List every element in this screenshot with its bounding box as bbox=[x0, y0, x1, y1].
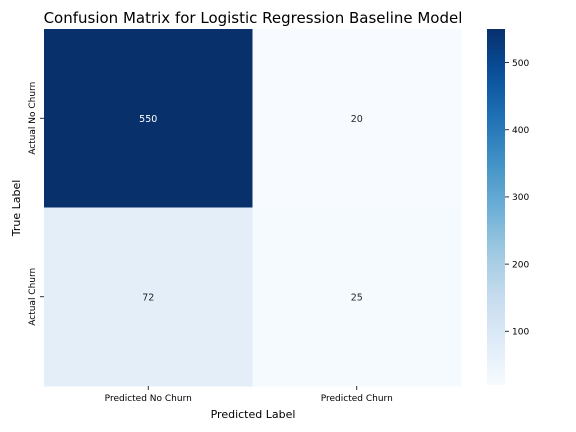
x-tick-label: Predicted Churn bbox=[321, 394, 393, 404]
colorbar-tick-label: 300 bbox=[512, 193, 529, 203]
cell-value-label: 25 bbox=[351, 292, 363, 303]
colorbar: 100 200 300 400 500 bbox=[487, 29, 529, 385]
colorbar-tick-label: 100 bbox=[512, 327, 529, 337]
x-tick-label: Predicted No Churn bbox=[105, 394, 192, 404]
cell-value-label: 72 bbox=[142, 292, 154, 303]
colorbar-tick-label: 400 bbox=[512, 126, 529, 136]
y-axis: Actual No Churn Actual Churn bbox=[28, 82, 44, 326]
heatmap-cell bbox=[252, 29, 462, 208]
colorbar-tick-label: 500 bbox=[512, 59, 529, 69]
heatmap-cells: 550 20 72 25 bbox=[44, 29, 462, 387]
cell-value-label: 20 bbox=[351, 114, 363, 125]
heatmap-cell bbox=[252, 207, 462, 387]
heatmap-cell bbox=[44, 207, 253, 387]
colorbar-gradient bbox=[487, 29, 505, 385]
cell-value-label: 550 bbox=[139, 114, 157, 125]
y-tick-label: Actual No Churn bbox=[28, 82, 38, 155]
heatmap-cell bbox=[44, 29, 253, 208]
chart-title: Confusion Matrix for Logistic Regression… bbox=[44, 9, 463, 27]
colorbar-tick-label: 200 bbox=[512, 260, 529, 270]
x-axis: Predicted No Churn Predicted Churn bbox=[105, 386, 393, 404]
y-tick-label: Actual Churn bbox=[28, 268, 38, 326]
x-axis-label: Predicted Label bbox=[211, 408, 296, 421]
y-axis-label: True Label bbox=[10, 180, 23, 238]
